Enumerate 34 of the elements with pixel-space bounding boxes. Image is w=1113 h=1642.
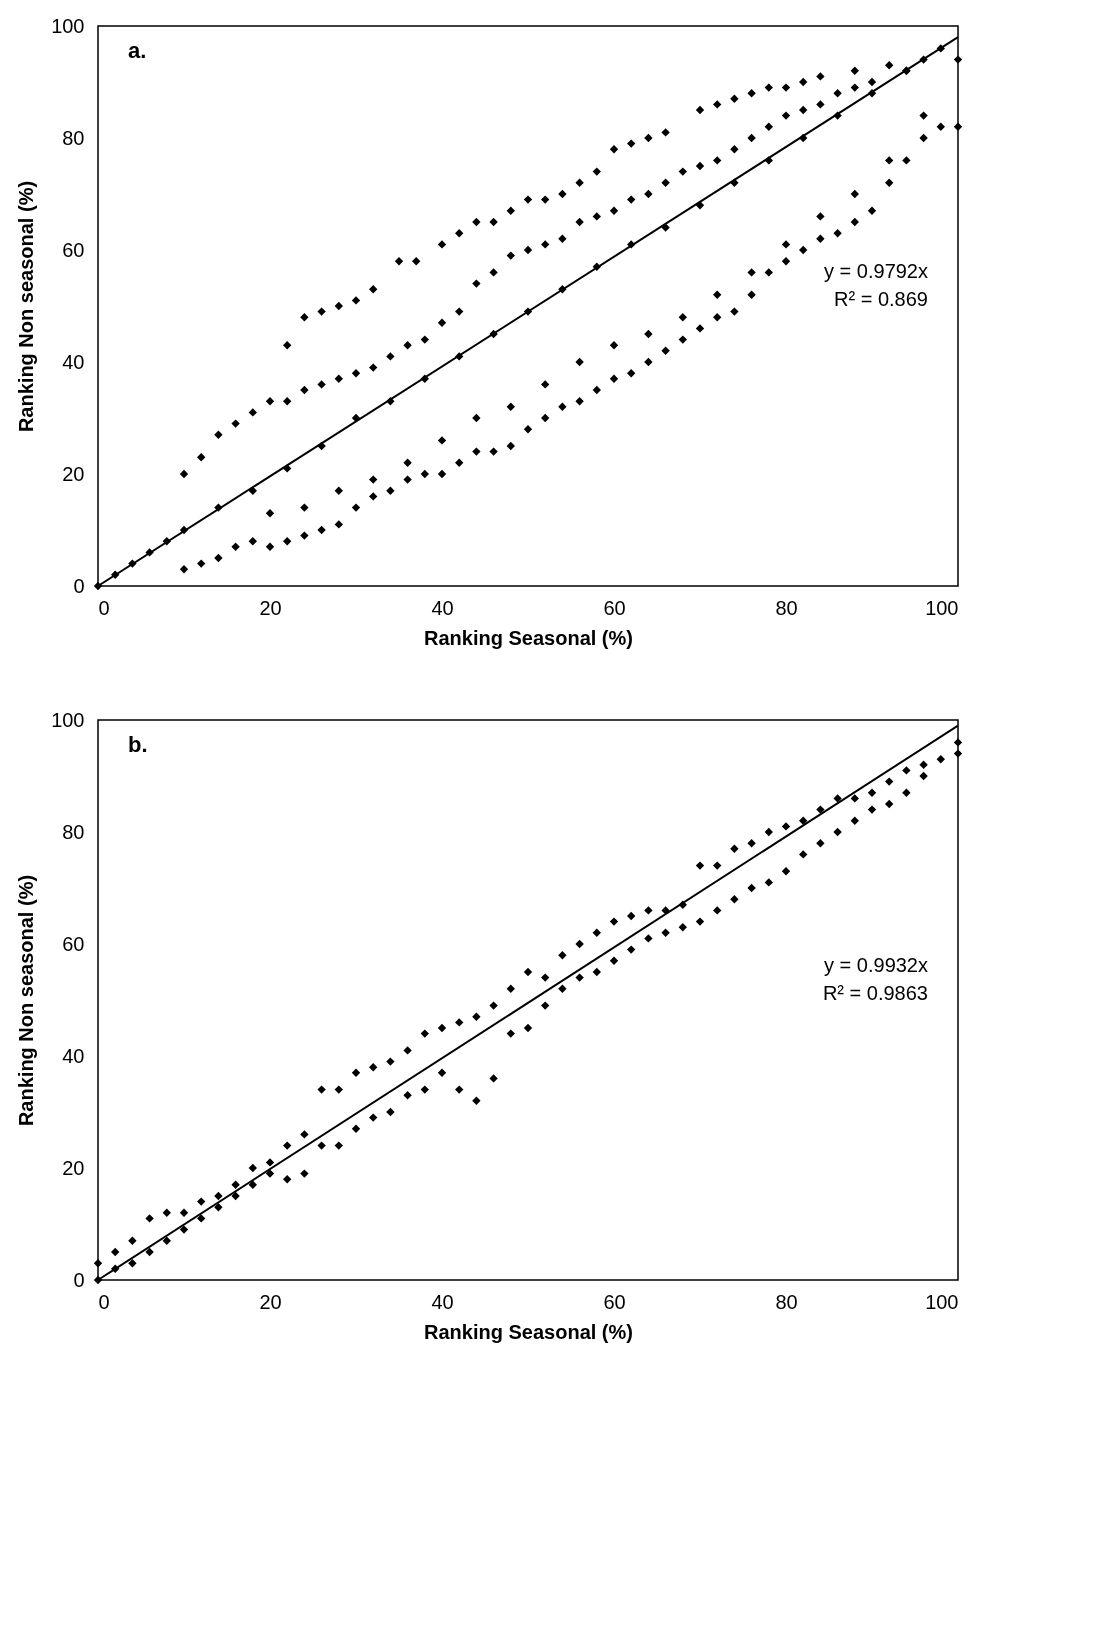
y-tick-label: 60 [62, 932, 85, 955]
x-tick-label: 40 [431, 1290, 454, 1313]
y-tick-label: 100 [51, 708, 85, 731]
annotation: a. [128, 38, 147, 63]
x-tick-label: 0 [98, 596, 110, 619]
annotation: R² = 0.9863 [822, 982, 928, 1005]
x-tick-label: 80 [775, 1290, 798, 1313]
y-tick-label: 20 [62, 462, 85, 485]
x-tick-label: 0 [98, 1290, 110, 1313]
y-axis-title: Ranking Non seasonal (%) [15, 180, 38, 433]
y-tick-label: 0 [73, 1268, 85, 1291]
y-axis-title: Ranking Non seasonal (%) [15, 874, 38, 1127]
x-tick-label: 80 [775, 596, 798, 619]
y-tick-label: 40 [62, 1044, 85, 1067]
y-tick-label: 100 [51, 14, 85, 37]
x-tick-label: 20 [259, 1290, 282, 1313]
x-tick-label: 100 [925, 1290, 959, 1313]
y-tick-label: 20 [62, 1156, 85, 1179]
y-tick-label: 80 [62, 126, 85, 149]
x-axis-title: Ranking Seasonal (%) [424, 626, 633, 649]
y-tick-label: 80 [62, 820, 85, 843]
annotation: b. [128, 732, 148, 757]
x-axis-title: Ranking Seasonal (%) [424, 1320, 633, 1343]
y-tick-label: 0 [73, 574, 85, 597]
x-tick-label: 40 [431, 596, 454, 619]
annotation: y = 0.9932x [824, 954, 928, 977]
x-tick-label: 100 [925, 596, 959, 619]
x-tick-label: 60 [603, 596, 626, 619]
x-tick-label: 60 [603, 1290, 626, 1313]
y-tick-label: 40 [62, 350, 85, 373]
y-tick-label: 60 [62, 238, 85, 261]
x-tick-label: 20 [259, 596, 282, 619]
annotation: y = 0.9792x [824, 260, 928, 283]
annotation: R² = 0.869 [834, 288, 928, 311]
